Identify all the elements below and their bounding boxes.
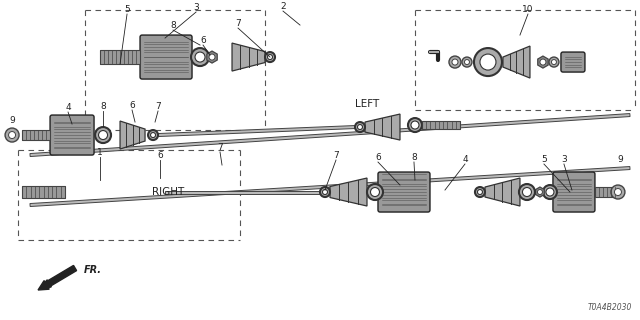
Circle shape [358, 124, 362, 130]
Circle shape [408, 118, 422, 132]
Circle shape [148, 130, 158, 140]
Circle shape [522, 188, 531, 196]
Polygon shape [538, 56, 548, 68]
Polygon shape [100, 50, 140, 64]
Text: T0A4B2030: T0A4B2030 [588, 303, 632, 312]
Text: 6: 6 [157, 151, 163, 160]
Circle shape [614, 188, 621, 196]
Text: 10: 10 [522, 5, 534, 14]
Circle shape [95, 127, 111, 143]
Text: 1: 1 [97, 148, 103, 157]
Polygon shape [422, 121, 460, 129]
Circle shape [477, 189, 483, 195]
Circle shape [474, 48, 502, 76]
Text: 7: 7 [235, 19, 241, 28]
Text: RIGHT: RIGHT [152, 187, 184, 197]
Text: 3: 3 [193, 3, 199, 12]
Text: 8: 8 [411, 153, 417, 162]
Circle shape [611, 185, 625, 199]
Circle shape [465, 60, 470, 65]
Text: 8: 8 [100, 102, 106, 111]
Circle shape [355, 122, 365, 132]
Circle shape [209, 54, 215, 60]
FancyBboxPatch shape [140, 35, 192, 79]
Text: FR.: FR. [84, 265, 102, 275]
Circle shape [323, 189, 328, 195]
Text: 9: 9 [617, 155, 623, 164]
Circle shape [367, 184, 383, 200]
Circle shape [538, 189, 543, 195]
Circle shape [150, 132, 156, 138]
Polygon shape [22, 130, 50, 140]
Circle shape [265, 52, 275, 62]
Polygon shape [536, 187, 544, 197]
Polygon shape [207, 51, 217, 63]
Text: 6: 6 [375, 153, 381, 162]
Text: 6: 6 [200, 36, 206, 45]
Polygon shape [595, 187, 615, 197]
Circle shape [320, 187, 330, 197]
Text: 4: 4 [65, 103, 71, 112]
Polygon shape [120, 121, 145, 149]
Polygon shape [22, 186, 65, 198]
Circle shape [462, 57, 472, 67]
Circle shape [191, 48, 209, 66]
Circle shape [552, 60, 556, 65]
Circle shape [480, 54, 496, 70]
Text: 6: 6 [129, 101, 135, 110]
Circle shape [195, 52, 205, 62]
Circle shape [475, 187, 485, 197]
Polygon shape [485, 178, 520, 206]
Text: 5: 5 [124, 5, 130, 14]
Circle shape [371, 188, 380, 196]
FancyArrow shape [38, 265, 77, 290]
Polygon shape [365, 114, 400, 140]
Text: 9: 9 [9, 116, 15, 125]
Circle shape [543, 185, 557, 199]
Circle shape [452, 59, 458, 65]
Text: 2: 2 [280, 2, 286, 11]
FancyBboxPatch shape [50, 115, 94, 155]
Circle shape [411, 121, 419, 129]
FancyBboxPatch shape [561, 52, 585, 72]
Polygon shape [30, 166, 630, 206]
Text: 7: 7 [217, 143, 223, 152]
Text: LEFT: LEFT [355, 99, 380, 109]
Circle shape [8, 132, 15, 139]
Text: 7: 7 [155, 102, 161, 111]
Circle shape [546, 188, 554, 196]
Text: 8: 8 [170, 21, 176, 30]
FancyBboxPatch shape [553, 172, 595, 212]
Text: 5: 5 [541, 155, 547, 164]
Circle shape [449, 56, 461, 68]
Text: 7: 7 [333, 151, 339, 160]
Text: 4: 4 [462, 155, 468, 164]
Circle shape [540, 59, 546, 65]
Circle shape [549, 57, 559, 67]
Circle shape [5, 128, 19, 142]
Polygon shape [330, 178, 367, 206]
FancyBboxPatch shape [378, 172, 430, 212]
Polygon shape [30, 114, 630, 156]
Polygon shape [158, 125, 355, 137]
Text: 3: 3 [561, 155, 567, 164]
Polygon shape [165, 190, 320, 194]
Circle shape [99, 131, 108, 140]
Polygon shape [503, 46, 530, 78]
Circle shape [519, 184, 535, 200]
Circle shape [268, 54, 273, 60]
Polygon shape [232, 43, 265, 71]
